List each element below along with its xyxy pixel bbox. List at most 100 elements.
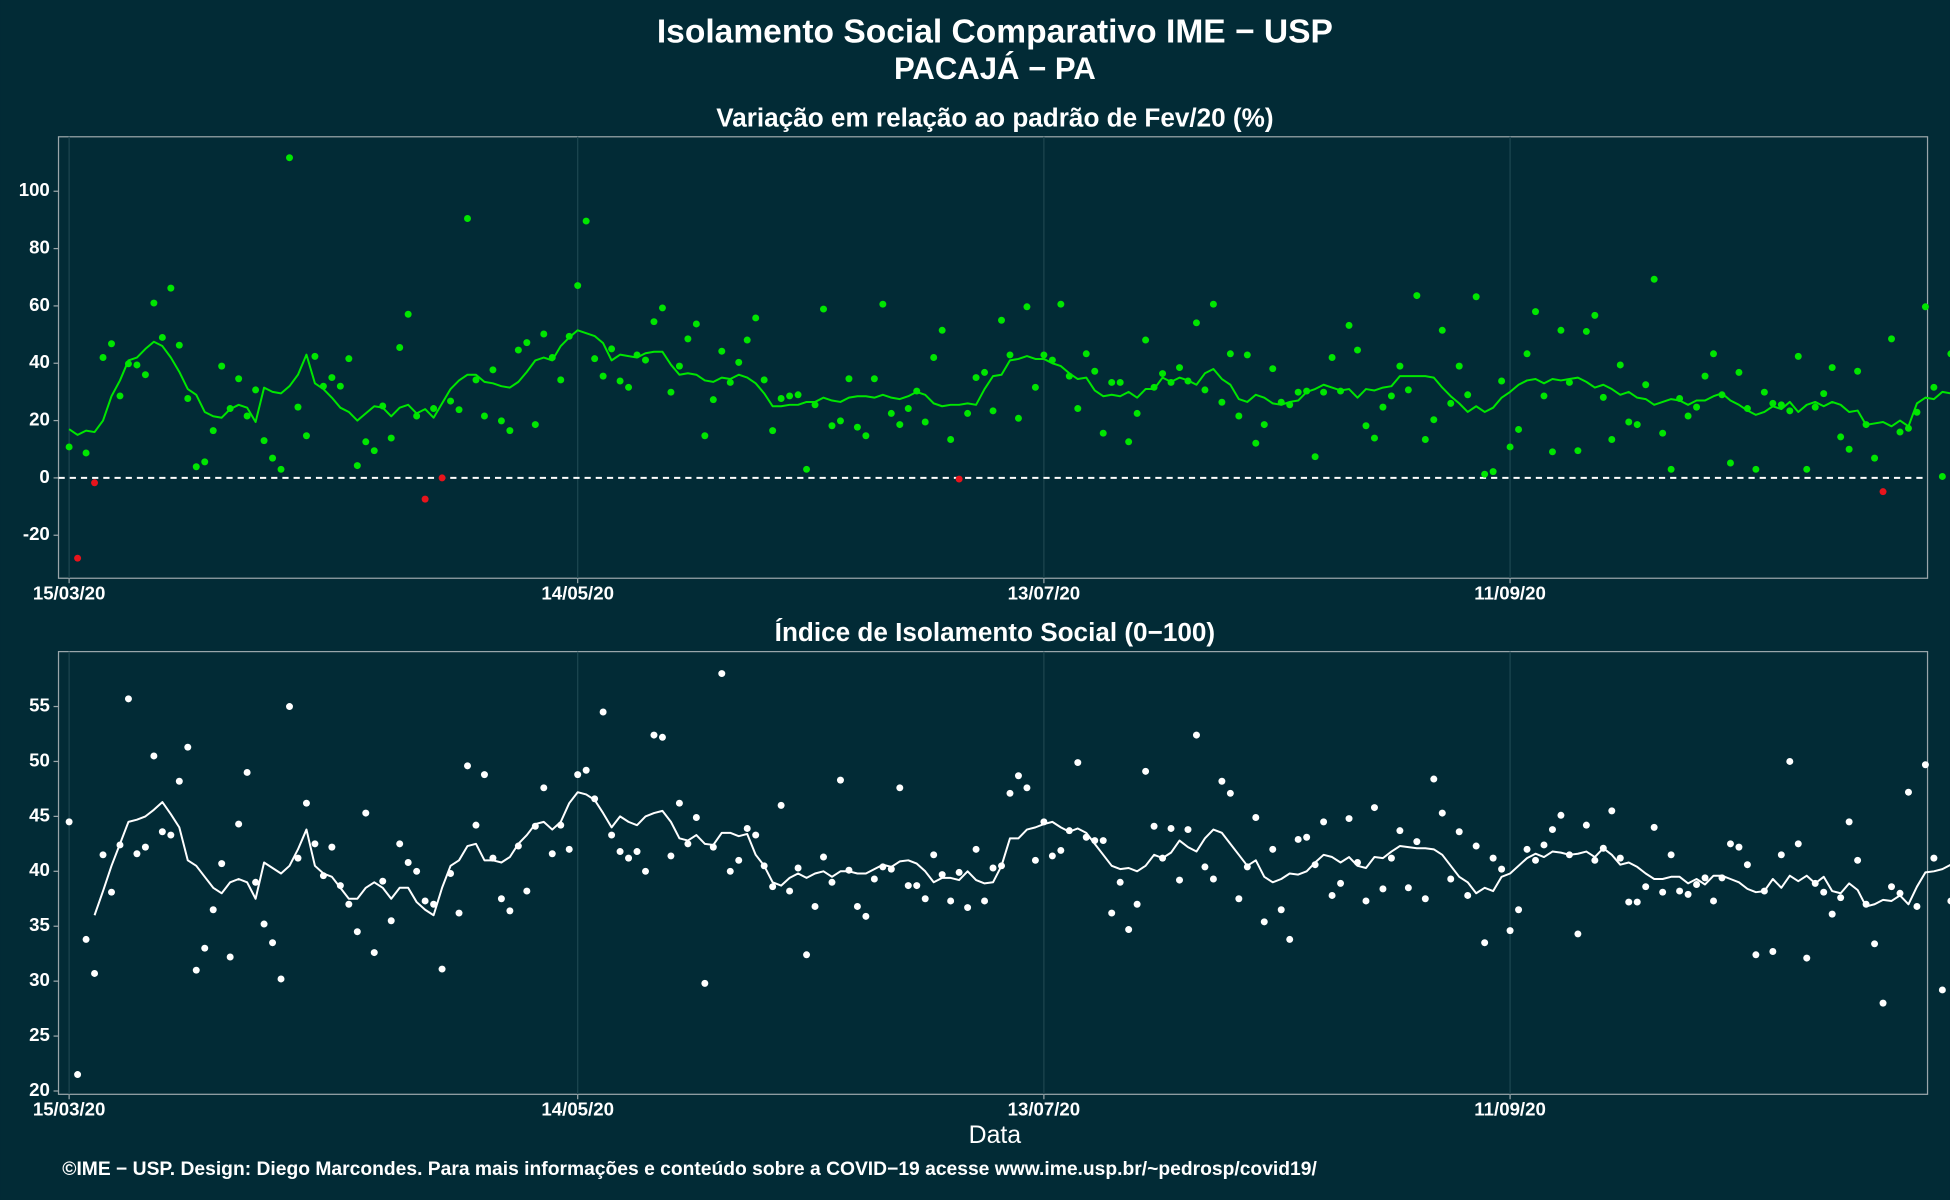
- data-point: [981, 368, 989, 376]
- data-point: [836, 417, 844, 425]
- data-point: [1031, 856, 1039, 864]
- data-point: [625, 383, 633, 391]
- data-point: [396, 343, 404, 351]
- data-point: [269, 454, 277, 462]
- data-point: [1099, 429, 1107, 437]
- data-point: [1125, 926, 1133, 934]
- data-point: [1930, 383, 1938, 391]
- data-point: [455, 909, 463, 917]
- data-point: [235, 820, 243, 828]
- data-point: [1837, 433, 1845, 441]
- data-point: [684, 840, 692, 848]
- data-point: [1693, 403, 1701, 411]
- data-point: [1226, 789, 1234, 797]
- data-point: [1557, 811, 1565, 819]
- data-point: [574, 282, 582, 290]
- data-point: [930, 354, 938, 361]
- data-point: [1879, 999, 1887, 1007]
- data-point: [1125, 438, 1133, 446]
- data-point: [404, 859, 412, 866]
- data-point: [1159, 370, 1167, 378]
- data-point: [1854, 367, 1862, 375]
- data-point: [1582, 327, 1590, 335]
- data-point: [938, 871, 946, 879]
- data-point: [1048, 852, 1056, 860]
- data-point: [531, 421, 539, 429]
- data-point: [1498, 377, 1506, 385]
- data-point: [1286, 935, 1294, 943]
- data-point: [1235, 895, 1243, 903]
- data-point: [1574, 930, 1582, 938]
- data-point: [1023, 303, 1031, 311]
- data-point: [294, 403, 302, 411]
- data-point: [116, 392, 124, 400]
- data-point: [506, 907, 514, 915]
- data-point: [803, 951, 811, 959]
- data-point: [1625, 418, 1633, 426]
- data-point: [794, 391, 802, 399]
- data-point: [1184, 826, 1192, 834]
- data-point: [964, 409, 972, 417]
- data-point: [820, 853, 827, 861]
- data-point: [1387, 392, 1395, 400]
- data-point: [760, 376, 768, 384]
- y-tick-label: 60: [29, 294, 50, 315]
- data-point: [1006, 351, 1014, 359]
- data-point: [472, 376, 480, 384]
- data-point: [1421, 895, 1429, 903]
- data-point: [1565, 378, 1573, 386]
- data-point: [1396, 827, 1404, 835]
- data-point: [328, 374, 336, 382]
- data-point: [955, 475, 963, 483]
- y-tick-label: 45: [29, 804, 50, 825]
- data-point: [1845, 818, 1853, 826]
- data-point: [1133, 900, 1141, 908]
- data-point: [1523, 845, 1531, 853]
- data-point: [709, 396, 717, 404]
- data-point: [1260, 421, 1268, 429]
- data-point: [658, 733, 666, 741]
- data-point: [192, 966, 200, 974]
- data-point: [1659, 429, 1667, 437]
- data-point: [1320, 818, 1328, 826]
- data-point: [1142, 336, 1150, 344]
- data-point: [311, 352, 319, 360]
- data-point: [362, 438, 370, 446]
- data-point: [1684, 412, 1692, 420]
- data-point: [616, 377, 624, 385]
- data-point: [1455, 362, 1463, 370]
- data-point: [947, 436, 955, 443]
- data-point: [1252, 439, 1260, 447]
- data-point: [91, 479, 99, 487]
- data-point: [921, 895, 929, 903]
- data-point: [1633, 421, 1641, 429]
- data-point: [1921, 303, 1929, 311]
- data-point: [277, 975, 285, 983]
- caption: ©IME − USP. Design: Diego Marcondes. Par…: [62, 1159, 1317, 1180]
- data-point: [1337, 879, 1345, 887]
- data-point: [1608, 807, 1616, 815]
- data-point: [565, 845, 573, 853]
- data-point: [506, 427, 514, 435]
- data-point: [523, 339, 531, 347]
- data-point: [769, 883, 777, 891]
- data-point: [1142, 767, 1150, 775]
- data-point: [167, 284, 175, 292]
- data-point: [286, 703, 293, 711]
- data-point: [896, 784, 904, 792]
- data-point: [1599, 393, 1607, 401]
- data-point: [540, 784, 548, 792]
- data-point: [1921, 761, 1929, 769]
- data-point: [1557, 326, 1565, 334]
- data-point: [1235, 412, 1243, 420]
- data-point: [1082, 350, 1090, 358]
- data-point: [1455, 828, 1463, 836]
- data-point: [625, 854, 633, 862]
- data-point: [1057, 846, 1065, 854]
- data-point: [243, 412, 251, 420]
- y-tick-label: 20: [29, 1079, 50, 1100]
- data-point: [1794, 840, 1802, 848]
- data-point: [1218, 398, 1226, 406]
- data-point: [1548, 448, 1556, 456]
- data-point: [1023, 784, 1031, 792]
